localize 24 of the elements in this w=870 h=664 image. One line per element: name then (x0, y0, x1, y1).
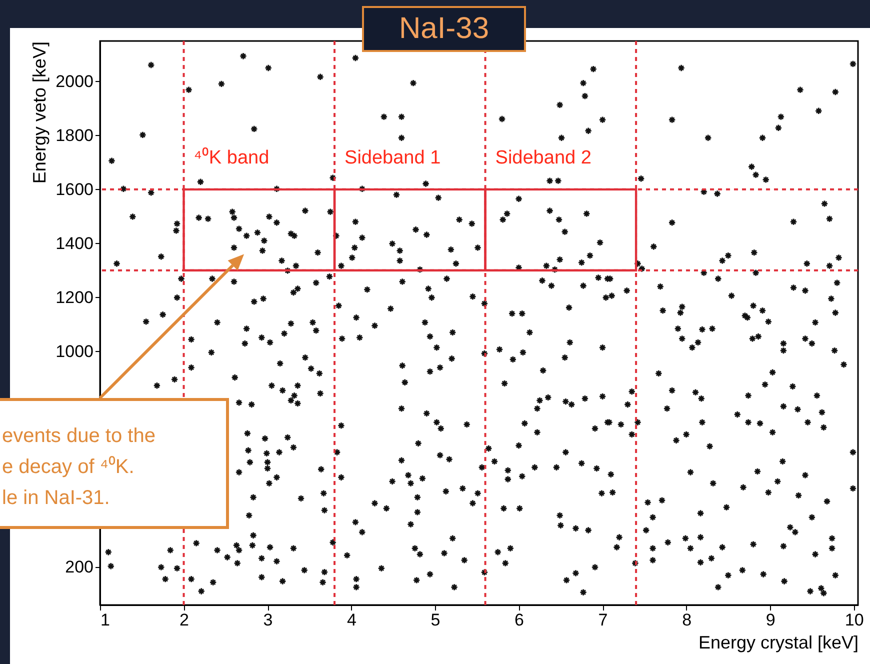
y-tick-label: 1000 (56, 342, 94, 361)
y-tick-label: 200 (65, 558, 94, 577)
x-tick-label: 8 (682, 610, 692, 630)
x-tick-label: 3 (263, 610, 273, 630)
x-tick-label: 5 (430, 610, 440, 630)
callout-box: events due to the e decay of ⁴⁰K. le in NaI-31. (0, 398, 229, 529)
x-tick-label: 1 (100, 610, 110, 630)
annotation: Sideband 1 (344, 147, 441, 168)
y-tick-label: 1200 (56, 288, 94, 307)
x-tick-label: 9 (766, 610, 776, 630)
y-tick-label: 1600 (56, 180, 94, 199)
x-tick-label: 7 (598, 610, 608, 630)
y-tick-label: 2000 (56, 72, 94, 91)
y-axis-title: Energy veto [keV] (30, 42, 50, 184)
chart-title: NaI-33 (362, 6, 526, 52)
y-tick-label: 1800 (56, 126, 94, 145)
annotation: ⁴⁰K band (194, 146, 270, 168)
y-tick-label: 1400 (56, 234, 94, 253)
x-tick-label: 6 (514, 610, 524, 630)
annotation: Sideband 2 (495, 147, 592, 168)
x-axis-title: Energy crystal [keV] (698, 632, 858, 652)
x-tick-label: 2 (180, 610, 189, 630)
x-tick-label: 10 (844, 610, 864, 630)
x-tick-label: 4 (347, 610, 357, 630)
